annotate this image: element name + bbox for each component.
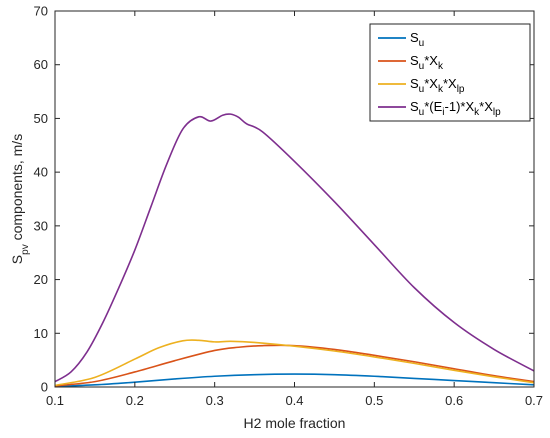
x-tick-label: 0.6 xyxy=(445,393,463,408)
x-tick-label: 0.5 xyxy=(365,393,383,408)
series-line-3 xyxy=(54,339,535,387)
x-axis-label: H2 mole fraction xyxy=(244,415,346,431)
y-tick-label: 70 xyxy=(34,4,48,19)
legend-label-3: Su*Xk*Xlp xyxy=(410,76,465,95)
y-tick-label: 50 xyxy=(34,111,48,126)
legend-label-2: Su*Xk xyxy=(410,53,444,72)
series-line-2 xyxy=(54,344,535,387)
legend-box xyxy=(369,23,531,122)
y-tick-label: 20 xyxy=(34,272,48,287)
series-line-4 xyxy=(54,113,535,383)
y-tick-label: 30 xyxy=(34,218,48,233)
y-tick-label: 60 xyxy=(34,57,48,72)
x-tick-label: 0.2 xyxy=(126,393,144,408)
y-axis: 0 10 20 30 40 50 60 70 xyxy=(34,4,534,395)
legend-label-1: Su xyxy=(410,30,424,49)
x-tick-label: 0.1 xyxy=(46,393,64,408)
legend-label-4: Su*(Ei-1)*Xk*Xlp xyxy=(410,99,501,118)
y-tick-label: 40 xyxy=(34,165,48,180)
plot-area-border xyxy=(54,10,535,388)
y-tick-label: 10 xyxy=(34,326,48,341)
x-tick-label: 0.7 xyxy=(525,393,543,408)
x-tick-label: 0.3 xyxy=(206,393,224,408)
y-axis-label: Spv components, m/s xyxy=(9,134,31,264)
y-tick-label: 0 xyxy=(41,380,48,395)
x-tick-label: 0.4 xyxy=(285,393,303,408)
legend: Su Su*Xk Su*Xk*Xlp Su*(Ei-1)*Xk*Xlp xyxy=(369,23,531,122)
x-axis: 0.1 0.2 0.3 0.4 0.5 0.6 0.7 xyxy=(46,11,543,408)
